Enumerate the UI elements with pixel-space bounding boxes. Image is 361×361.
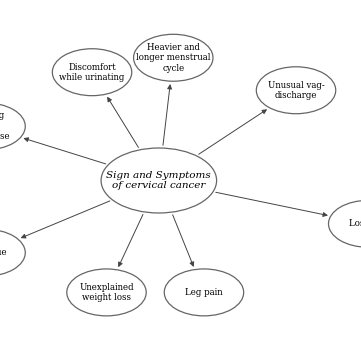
Text: Unusual vag-
discharge: Unusual vag- discharge: [268, 81, 325, 100]
Ellipse shape: [67, 269, 146, 316]
Text: Bleeding
during
intercourse: Bleeding during intercourse: [0, 112, 10, 141]
Ellipse shape: [134, 34, 213, 81]
Ellipse shape: [329, 200, 361, 247]
Text: Loss of...: Loss of...: [349, 219, 361, 228]
Ellipse shape: [164, 269, 244, 316]
Ellipse shape: [52, 49, 132, 96]
Text: Sign and Symptoms
of cervical cancer: Sign and Symptoms of cervical cancer: [106, 171, 211, 190]
Text: Unexplained
weight loss: Unexplained weight loss: [79, 283, 134, 302]
Text: Heavier and
longer menstrual
cycle: Heavier and longer menstrual cycle: [136, 43, 210, 73]
Ellipse shape: [0, 103, 25, 150]
Ellipse shape: [256, 67, 336, 114]
Ellipse shape: [101, 148, 217, 213]
Ellipse shape: [0, 229, 25, 276]
Text: nt fatigue: nt fatigue: [0, 248, 6, 257]
Text: Discomfort
while urinating: Discomfort while urinating: [59, 62, 125, 82]
Text: Leg pain: Leg pain: [185, 288, 223, 297]
